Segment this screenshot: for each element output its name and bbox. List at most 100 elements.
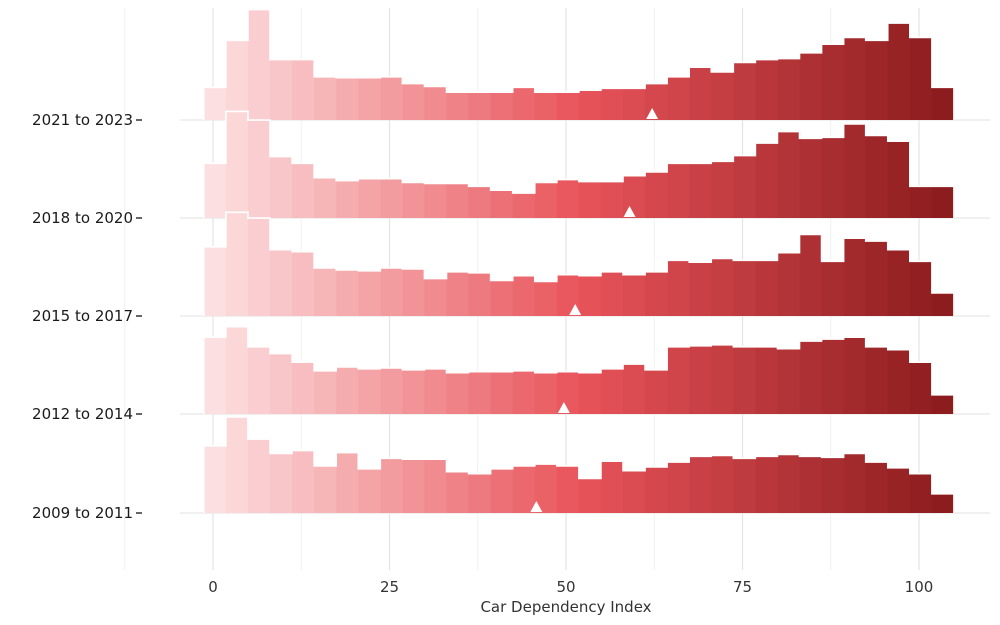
histogram-bar xyxy=(733,155,756,218)
histogram-bar xyxy=(623,274,646,316)
histogram-bar xyxy=(556,371,580,414)
histogram-bar xyxy=(402,369,426,414)
histogram-bar xyxy=(821,137,845,218)
histogram-bar xyxy=(270,453,293,513)
histogram-bar xyxy=(865,462,889,513)
histogram-bar xyxy=(667,260,690,316)
y-tick-label: 2012 to 2014 xyxy=(32,405,133,423)
histogram-bar xyxy=(534,464,558,513)
histogram-bar xyxy=(247,120,271,218)
histogram-bar xyxy=(600,271,624,316)
histogram-bar xyxy=(380,268,403,316)
histogram-bar xyxy=(247,9,271,121)
ridge-outline xyxy=(203,416,955,513)
histogram-bar xyxy=(600,461,624,513)
histogram-bar xyxy=(865,40,889,120)
histogram-bar xyxy=(689,262,712,316)
histogram-bar xyxy=(225,326,249,414)
histogram-bar xyxy=(468,272,492,316)
y-tick-label: 2021 to 2023 xyxy=(32,111,133,129)
histogram-bar xyxy=(931,394,955,414)
histogram-bar xyxy=(336,77,359,120)
ridge-2 xyxy=(203,211,955,316)
histogram-bar xyxy=(887,349,911,414)
histogram-bar xyxy=(225,212,249,316)
histogram-bar xyxy=(292,362,315,414)
ridge-0 xyxy=(203,416,955,513)
mean-marker xyxy=(646,108,659,119)
x-tick-label: 100 xyxy=(905,578,934,596)
ridge-outline xyxy=(203,211,955,316)
histogram-bar xyxy=(490,92,514,120)
histogram-bar xyxy=(733,458,756,513)
histogram-bar xyxy=(380,76,403,120)
histogram-bar xyxy=(336,452,359,513)
ridge-outline xyxy=(203,8,955,120)
ridge-3 xyxy=(203,110,955,218)
histogram-bar xyxy=(203,246,227,316)
ridge-outline xyxy=(203,110,955,218)
histogram-bar xyxy=(821,261,845,316)
histogram-bar xyxy=(931,292,955,316)
x-tick-label: 50 xyxy=(556,578,575,596)
histogram-bar xyxy=(314,370,337,414)
histogram-bar xyxy=(909,186,933,218)
histogram-bar xyxy=(777,454,801,513)
histogram-bar xyxy=(270,249,293,316)
histogram-bar xyxy=(292,163,315,218)
ridge-4 xyxy=(203,8,955,121)
histogram-bar xyxy=(225,40,249,120)
histogram-bar xyxy=(314,268,337,316)
mean-marker xyxy=(623,206,636,217)
histogram-bar xyxy=(380,178,403,218)
histogram-bar xyxy=(777,131,801,218)
histogram-bar xyxy=(733,260,756,316)
histogram-bar xyxy=(358,368,381,414)
histogram-bar xyxy=(755,260,779,316)
histogram-bar xyxy=(645,271,668,316)
histogram-bar xyxy=(556,92,580,120)
histogram-bar xyxy=(358,468,381,513)
histogram-bar xyxy=(270,59,293,120)
histogram-bar xyxy=(909,261,933,316)
histogram-bar xyxy=(689,345,712,414)
x-tick-label: 75 xyxy=(733,578,752,596)
axis-layer: 2009 to 2011 2012 to 2014 2015 to 2017 2018… xyxy=(32,111,933,596)
ridge-1 xyxy=(203,325,955,414)
histogram-bar xyxy=(600,368,624,414)
histogram-bar xyxy=(336,180,359,218)
histogram-bar xyxy=(799,234,823,316)
histogram-bar xyxy=(578,478,602,513)
histogram-bar xyxy=(292,450,315,513)
histogram-bar xyxy=(600,181,624,218)
histogram-bar xyxy=(292,59,315,120)
histogram-bar xyxy=(689,67,712,120)
histogram-bar xyxy=(203,445,227,513)
histogram-bar xyxy=(755,456,779,513)
histogram-bar xyxy=(909,37,933,120)
histogram-bar xyxy=(600,88,624,120)
histogram-bar xyxy=(821,44,845,120)
histogram-bar xyxy=(777,252,801,316)
histogram-bar xyxy=(380,367,403,414)
histogram-bar xyxy=(711,344,734,414)
histogram-bar xyxy=(755,59,779,120)
histogram-bar xyxy=(534,281,558,316)
histogram-bar xyxy=(203,87,227,120)
histogram-bar xyxy=(623,88,646,120)
histogram-bar xyxy=(402,182,426,218)
histogram-bar xyxy=(667,76,690,120)
histogram-bar xyxy=(314,76,337,120)
histogram-bar xyxy=(512,465,536,513)
histogram-bar xyxy=(578,372,602,414)
histogram-bar xyxy=(799,341,823,414)
histogram-bar xyxy=(490,280,514,316)
mean-marker xyxy=(557,402,570,413)
histogram-bar xyxy=(578,275,602,316)
histogram-bar xyxy=(270,353,293,414)
histogram-bar xyxy=(887,23,911,120)
histogram-bar xyxy=(689,163,712,218)
histogram-bar xyxy=(755,346,779,414)
histogram-bar xyxy=(843,453,867,513)
x-tick-label: 0 xyxy=(208,578,218,596)
